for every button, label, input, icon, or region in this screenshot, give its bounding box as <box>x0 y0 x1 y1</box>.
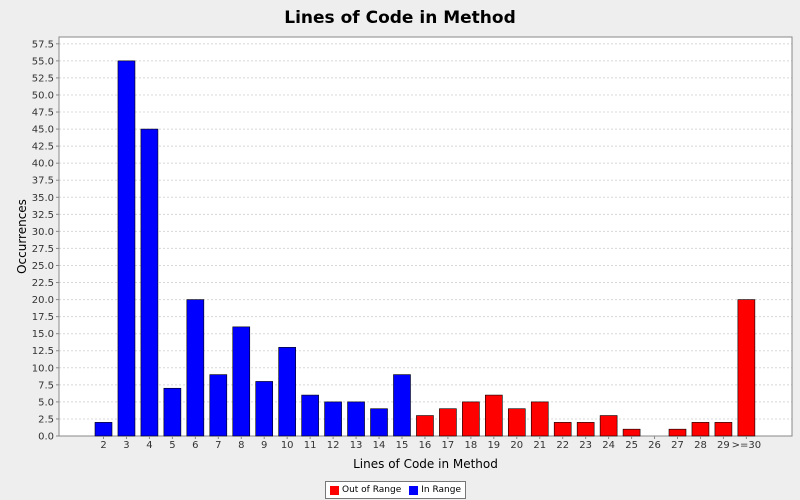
y-tick-label: 37.5 <box>32 176 54 187</box>
y-tick-label: 27.5 <box>32 244 54 255</box>
bar-25 <box>622 428 641 437</box>
bar-6 <box>186 299 205 437</box>
x-tick-label: 21 <box>533 440 546 451</box>
y-tick-label: 5.0 <box>38 397 54 408</box>
bar-18 <box>462 401 480 437</box>
bar-24 <box>599 415 618 437</box>
y-tick-label: 50.0 <box>32 90 54 101</box>
x-tick-label: 9 <box>261 440 267 451</box>
y-tick-label: 32.5 <box>32 210 54 221</box>
bar-5 <box>163 387 182 437</box>
legend-swatch-red <box>330 485 339 495</box>
plot-background <box>59 37 792 436</box>
bar-9 <box>255 381 274 437</box>
x-tick-label: 2 <box>100 440 106 451</box>
y-axis-ticks: 0.0 2.5 5.0 7.5 10.0 12.5 15.0 17.5 20.0 22.5 25.0… <box>32 39 59 443</box>
bar-21 <box>530 401 549 437</box>
x-tick-label: >=30 <box>732 440 761 451</box>
y-tick-label: 2.5 <box>38 414 54 425</box>
bar-10 <box>278 347 296 437</box>
legend-item-out-of-range: Out of Range <box>330 485 401 495</box>
x-tick-label: 13 <box>350 440 363 451</box>
x-tick-label: 20 <box>510 440 523 451</box>
bar-7 <box>209 374 228 437</box>
x-tick-label: 6 <box>192 440 198 451</box>
x-axis-ticks: 2 3 4 5 6 7 8 9 10 11 12 13 14 15 16 17 18 19 20 21 22 23 24 25… <box>100 436 761 451</box>
y-tick-label: 52.5 <box>32 73 54 84</box>
x-tick-label: 16 <box>419 440 432 451</box>
x-tick-label: 4 <box>146 440 152 451</box>
bar-15 <box>393 374 411 437</box>
bar-8 <box>232 326 251 437</box>
x-tick-label: 3 <box>123 440 129 451</box>
y-tick-label: 45.0 <box>32 125 54 136</box>
y-tick-label: 57.5 <box>32 39 54 50</box>
x-tick-label: 18 <box>464 440 477 451</box>
bar-13 <box>347 401 365 437</box>
y-axis-label: Occurrences <box>15 199 29 274</box>
legend: Out of Range In Range <box>325 481 466 499</box>
bar-2 <box>94 422 113 437</box>
x-tick-label: 23 <box>579 440 592 451</box>
x-tick-label: 29 <box>717 440 730 451</box>
x-tick-label: 8 <box>238 440 244 451</box>
bar-3 <box>117 60 136 437</box>
x-tick-label: 19 <box>487 440 500 451</box>
bar-20 <box>507 408 526 437</box>
bars <box>94 60 756 437</box>
bar-chart: 0.0 2.5 5.0 7.5 10.0 12.5 15.0 17.5 20.0 22.5 25.0… <box>15 36 793 471</box>
x-tick-label: 25 <box>625 440 638 451</box>
y-tick-label: 40.0 <box>32 159 54 170</box>
y-tick-label: 30.0 <box>32 227 54 238</box>
x-tick-label: 10 <box>281 440 294 451</box>
bar-11 <box>301 394 319 437</box>
legend-label-out-of-range: Out of Range <box>342 485 402 495</box>
bar-19 <box>485 394 503 437</box>
x-tick-label: 24 <box>602 440 615 451</box>
bar-23 <box>576 422 595 437</box>
y-tick-label: 47.5 <box>32 108 54 119</box>
bar-16 <box>416 415 434 437</box>
legend-item-in-range: In Range <box>409 485 461 495</box>
x-tick-label: 14 <box>373 440 386 451</box>
bar-29 <box>714 422 733 437</box>
y-tick-label: 20.0 <box>32 295 54 306</box>
y-tick-label: 10.0 <box>32 363 54 374</box>
bar-14 <box>370 408 388 437</box>
bar-22 <box>553 422 572 437</box>
legend-swatch-blue <box>409 485 419 495</box>
y-tick-label: 7.5 <box>38 380 54 391</box>
bar-4 <box>140 128 159 437</box>
y-tick-label: 42.5 <box>32 142 54 153</box>
x-tick-label: 11 <box>304 440 317 451</box>
y-tick-label: 12.5 <box>32 346 54 357</box>
x-tick-label: 12 <box>327 440 340 451</box>
x-tick-label: 27 <box>671 440 684 451</box>
bar-17 <box>439 408 457 437</box>
x-tick-label: 28 <box>694 440 707 451</box>
y-tick-label: 15.0 <box>32 329 54 340</box>
x-tick-label: 26 <box>648 440 661 451</box>
x-axis-label: Lines of Code in Method <box>353 457 498 471</box>
x-tick-label: 5 <box>169 440 175 451</box>
y-tick-label: 55.0 <box>32 56 54 67</box>
bar-27 <box>668 428 687 437</box>
bar-28 <box>691 422 710 437</box>
x-tick-label: 15 <box>396 440 409 451</box>
x-tick-label: 17 <box>442 440 455 451</box>
y-tick-label: 35.0 <box>32 193 54 204</box>
bar-gtegte30 <box>737 299 756 437</box>
x-tick-label: 7 <box>215 440 221 451</box>
y-tick-label: 22.5 <box>32 278 54 289</box>
y-tick-label: 17.5 <box>32 312 54 323</box>
chart-title: Lines of Code in Method <box>284 8 516 28</box>
bar-12 <box>324 401 342 437</box>
y-tick-label: 0.0 <box>38 432 54 443</box>
legend-label-in-range: In Range <box>421 485 461 495</box>
y-tick-label: 25.0 <box>32 261 54 272</box>
x-tick-label: 22 <box>556 440 569 451</box>
